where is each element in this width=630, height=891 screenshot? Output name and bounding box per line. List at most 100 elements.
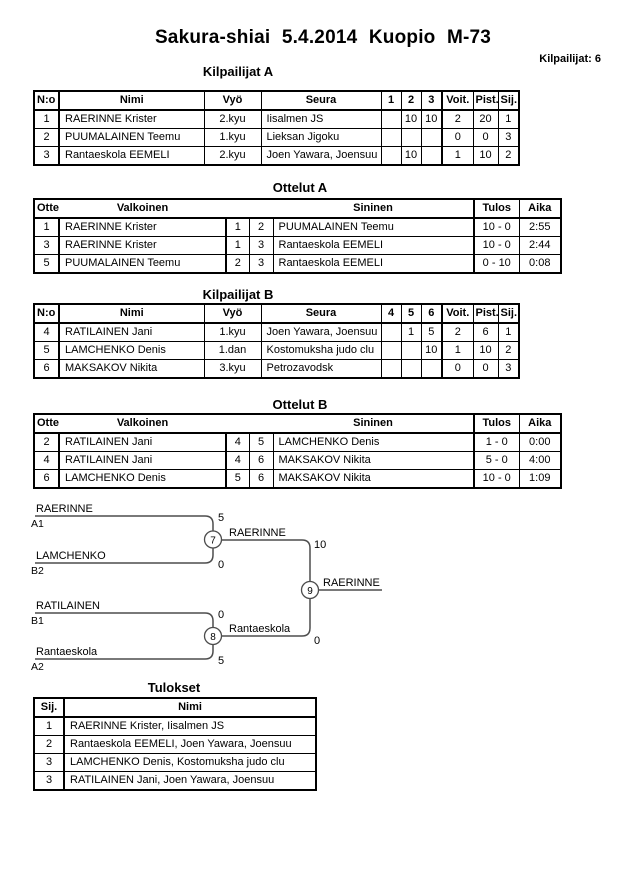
col-header-points: Pist. (472, 303, 499, 324)
cell-place: 1 (497, 322, 520, 342)
cell-place: 1 (497, 109, 520, 129)
bracket-player-name: Rantaeskola (36, 646, 98, 658)
cell-white-no: 2 (225, 254, 250, 274)
cell-white-no: 1 (225, 217, 250, 237)
cell-blue-name: Rantaeskola EEMELI (272, 236, 475, 255)
cell-white-name: RAERINNE Krister (58, 236, 227, 255)
cell-time: 4:00 (518, 451, 562, 470)
cell-blue-name: LAMCHENKO Denis (272, 432, 475, 452)
bracket-seed-label: B2 (31, 565, 44, 577)
cell-m1 (380, 128, 402, 147)
cell-blue-no: 5 (248, 432, 274, 452)
bracket-score: 5 (218, 512, 224, 524)
cell-blue-name: Rantaeskola EEMELI (272, 254, 475, 274)
cell-m1 (380, 146, 402, 166)
bracket-score: 5 (218, 655, 224, 667)
header-row: Ottelu Valkoinen Sininen Tulos Aika (33, 413, 562, 434)
match-number: 7 (210, 536, 216, 547)
col-header-wins: Voit. (441, 303, 474, 324)
cell-belt: 3.kyu (203, 359, 262, 379)
cell-m3 (420, 128, 443, 147)
cell-wins: 2 (441, 322, 474, 342)
cell-points: 10 (472, 146, 499, 166)
col-header-m3: 6 (420, 303, 443, 324)
cell-white-name: RAERINNE Krister (58, 217, 227, 237)
cell-result: 10 - 0 (473, 469, 520, 489)
cell-belt: 1.kyu (203, 322, 262, 342)
cell-place: 2 (497, 341, 520, 360)
match-number-circle (300, 580, 320, 600)
cell-club: Kostomuksha judo clu (260, 341, 382, 360)
col-header-spacer (226, 413, 249, 434)
col-header-spacer (226, 198, 249, 219)
cell-m3 (420, 359, 443, 379)
bracket-player-name: RAERINNE (36, 503, 93, 515)
bracket-score: 0 (218, 609, 224, 621)
table-row: 5 PUUMALAINEN Teemu 2 3 Rantaeskola EEME… (33, 254, 562, 274)
col-header-blue: Sininen (273, 413, 475, 434)
col-header-name: Nimi (58, 90, 205, 111)
bracket-seed-label: A2 (31, 661, 44, 673)
cell-wins: 0 (441, 359, 474, 379)
cell-wins: 0 (441, 128, 474, 147)
table-row: 4 RATILAINEN Jani 1.kyu Joen Yawara, Joe… (33, 322, 520, 342)
col-header-blue: Sininen (273, 198, 475, 219)
cell-blue-name: MAKSAKOV Nikita (272, 451, 475, 470)
cell-belt: 2.kyu (203, 146, 262, 166)
header-row: N:o Nimi Vyö Seura 1 2 3 Voit. Pist. Sij… (33, 90, 520, 111)
cell-match-no: 1 (33, 217, 60, 237)
cell-place: 3 (497, 128, 520, 147)
table-row: 2 PUUMALAINEN Teemu 1.kyu Lieksan Jigoku… (33, 128, 520, 147)
matches-a-heading: Ottelut A (272, 180, 328, 195)
table-row: 6 MAKSAKOV Nikita 3.kyu Petrozavodsk 0 0… (33, 359, 520, 379)
cell-m3: 10 (420, 341, 443, 360)
cell-white-name: RATILAINEN Jani (58, 432, 227, 452)
col-header-no: N:o (33, 90, 60, 111)
cell-white-name: LAMCHENKO Denis (58, 469, 227, 489)
cell-points: 0 (472, 128, 499, 147)
cell-blue-no: 2 (248, 217, 274, 237)
cell-club: Joen Yawara, Joensuu (260, 322, 382, 342)
col-header-result: Tulos (473, 198, 520, 219)
cell-no: 5 (33, 341, 60, 360)
cell-place: 2 (497, 146, 520, 166)
bracket-player-name: RATILAINEN (36, 600, 100, 612)
cell-time: 0:08 (518, 254, 562, 274)
pool-b-table: N:o Nimi Vyö Seura 4 5 6 Voit. Pist. Sij… (33, 303, 520, 379)
cell-white-no: 5 (225, 469, 250, 489)
cell-points: 6 (472, 322, 499, 342)
cell-wins: 1 (441, 341, 474, 360)
header-row: Ottelu Valkoinen Sininen Tulos Aika (33, 198, 562, 219)
competitors-count: Kilpailijat: 6 (539, 53, 601, 65)
table-row: 4 RATILAINEN Jani 4 6 MAKSAKOV Nikita 5 … (33, 451, 562, 470)
cell-result: 10 - 0 (473, 217, 520, 237)
cell-no: 3 (33, 146, 60, 166)
cell-match-no: 4 (33, 451, 60, 470)
results-heading: Tulokset (147, 680, 201, 695)
cell-m2: 10 (400, 146, 422, 166)
col-header-place: Sij. (497, 90, 520, 111)
matches-b-heading: Ottelut B (272, 397, 328, 412)
cell-name: Rantaeskola EEMELI, Joen Yawara, Joensuu (63, 735, 317, 754)
page-title: Sakura-shiai 5.4.2014 Kuopio M-73 (154, 27, 492, 48)
cell-m2 (400, 128, 422, 147)
cell-blue-no: 6 (248, 451, 274, 470)
match-number-circle (203, 626, 223, 646)
cell-result: 1 - 0 (473, 432, 520, 452)
cell-name: RATILAINEN Jani, Joen Yawara, Joensuu (63, 771, 317, 791)
cell-match-no: 5 (33, 254, 60, 274)
table-row: 1 RAERINNE Krister 1 2 PUUMALAINEN Teemu… (33, 217, 562, 237)
cell-white-no: 1 (225, 236, 250, 255)
col-header-m2: 5 (400, 303, 422, 324)
col-header-name: Nimi (58, 303, 205, 324)
cell-m1 (380, 359, 402, 379)
cell-m2 (400, 359, 422, 379)
cell-blue-no: 3 (248, 236, 274, 255)
col-header-points: Pist. (472, 90, 499, 111)
cell-club: Joen Yawara, Joensuu (260, 146, 382, 166)
header-row: N:o Nimi Vyö Seura 4 5 6 Voit. Pist. Sij… (33, 303, 520, 324)
cell-m1 (380, 322, 402, 342)
cell-points: 20 (472, 109, 499, 129)
cell-points: 0 (472, 359, 499, 379)
match-number: 8 (210, 632, 216, 643)
